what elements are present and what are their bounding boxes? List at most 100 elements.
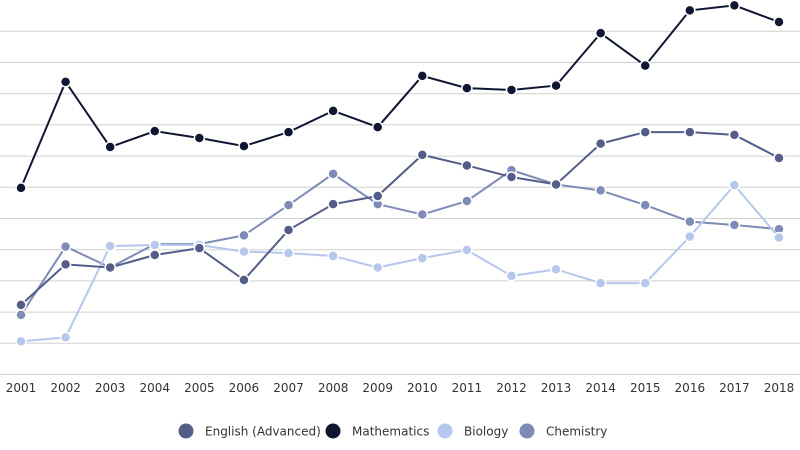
data-point[interactable]	[461, 195, 473, 207]
data-point[interactable]	[639, 126, 651, 138]
x-tick-label: 2012	[496, 381, 527, 395]
data-point[interactable]	[327, 250, 339, 262]
data-point[interactable]	[327, 198, 339, 210]
x-tick-label: 2001	[6, 381, 37, 395]
data-point[interactable]	[728, 179, 741, 191]
x-tick-label: 2004	[139, 381, 170, 395]
legend-item[interactable]: Biology	[437, 423, 509, 439]
data-point[interactable]	[282, 247, 295, 259]
data-point[interactable]	[416, 252, 429, 264]
data-point[interactable]	[327, 168, 339, 180]
data-point[interactable]	[238, 140, 250, 152]
data-point[interactable]	[371, 261, 384, 274]
data-point[interactable]	[193, 132, 206, 144]
data-point[interactable]	[461, 82, 473, 94]
data-point[interactable]	[728, 219, 741, 231]
data-point[interactable]	[416, 70, 429, 82]
data-point[interactable]	[639, 199, 651, 211]
data-point[interactable]	[684, 215, 696, 228]
legend-label: Biology	[464, 425, 508, 439]
data-point[interactable]	[639, 277, 651, 289]
data-point[interactable]	[550, 178, 562, 191]
x-tick-label: 2006	[229, 381, 260, 395]
data-point[interactable]	[684, 126, 696, 138]
x-tick-label: 2015	[630, 381, 661, 395]
data-point[interactable]	[149, 239, 161, 251]
legend-marker	[178, 423, 194, 439]
data-point[interactable]	[59, 258, 72, 271]
data-point[interactable]	[505, 270, 518, 282]
data-point[interactable]	[149, 249, 161, 261]
data-point[interactable]	[505, 171, 518, 183]
x-tick-label: 2003	[95, 381, 126, 395]
data-point[interactable]	[149, 125, 161, 137]
x-tick-label: 2014	[585, 381, 616, 395]
data-point[interactable]	[59, 331, 72, 344]
series-line	[20, 131, 780, 306]
data-point[interactable]	[594, 277, 607, 289]
legend-marker	[437, 423, 453, 439]
x-axis-ticks: 2001 2002 2003 2004 2005 2006 2007 2008 2009 2010…	[6, 381, 795, 395]
data-point[interactable]	[238, 245, 250, 258]
data-point[interactable]	[104, 261, 116, 274]
data-point[interactable]	[728, 0, 741, 12]
series-line	[20, 183, 780, 343]
series-lines	[15, 0, 785, 348]
data-point[interactable]	[684, 4, 696, 17]
series-line	[20, 169, 780, 316]
data-point[interactable]	[550, 79, 562, 92]
x-tick-label: 2013	[541, 381, 572, 395]
data-point[interactable]	[594, 137, 607, 150]
data-point[interactable]	[238, 274, 250, 286]
legend-item[interactable]: Chemistry	[519, 423, 608, 439]
series-line	[20, 4, 780, 189]
x-tick-label: 2010	[407, 381, 438, 395]
data-point[interactable]	[282, 199, 295, 211]
legend-item[interactable]: English (Advanced)	[178, 423, 321, 439]
legend-marker	[519, 423, 535, 439]
data-point[interactable]	[193, 242, 206, 254]
data-point[interactable]	[282, 224, 295, 236]
data-point[interactable]	[104, 240, 116, 252]
data-point[interactable]	[639, 59, 651, 72]
legend-label: Mathematics	[352, 425, 429, 439]
data-point[interactable]	[15, 182, 27, 194]
data-point[interactable]	[594, 27, 607, 39]
data-point[interactable]	[728, 129, 741, 141]
x-tick-label: 2008	[318, 381, 349, 395]
data-point[interactable]	[59, 240, 72, 253]
data-point[interactable]	[505, 84, 518, 96]
data-point[interactable]	[282, 126, 295, 138]
x-tick-label: 2002	[50, 381, 81, 395]
data-point[interactable]	[371, 190, 384, 202]
legend-item[interactable]: Mathematics	[325, 423, 430, 439]
data-point[interactable]	[104, 141, 116, 153]
data-point[interactable]	[594, 184, 607, 197]
data-point[interactable]	[416, 208, 429, 221]
data-point[interactable]	[15, 309, 27, 321]
x-tick-label: 2018	[764, 381, 795, 395]
series-mathematics	[15, 0, 785, 194]
data-point[interactable]	[773, 152, 785, 164]
series-chemistry	[15, 164, 785, 321]
data-point[interactable]	[371, 121, 384, 133]
series-biology	[15, 179, 785, 348]
data-point[interactable]	[416, 149, 429, 161]
data-point[interactable]	[15, 335, 27, 348]
x-tick-label: 2016	[675, 381, 706, 395]
data-point[interactable]	[461, 159, 473, 172]
data-point[interactable]	[327, 105, 339, 117]
data-point[interactable]	[461, 244, 473, 256]
data-point[interactable]	[238, 229, 250, 242]
data-point[interactable]	[773, 231, 785, 244]
x-tick-label: 2011	[452, 381, 483, 395]
legend-label: English (Advanced)	[205, 425, 321, 439]
data-point[interactable]	[773, 16, 785, 28]
data-point[interactable]	[684, 230, 696, 243]
series-english-advanced	[15, 126, 785, 311]
x-tick-label: 2005	[184, 381, 215, 395]
data-point[interactable]	[550, 263, 562, 276]
data-point[interactable]	[15, 299, 27, 311]
data-point[interactable]	[59, 76, 72, 88]
